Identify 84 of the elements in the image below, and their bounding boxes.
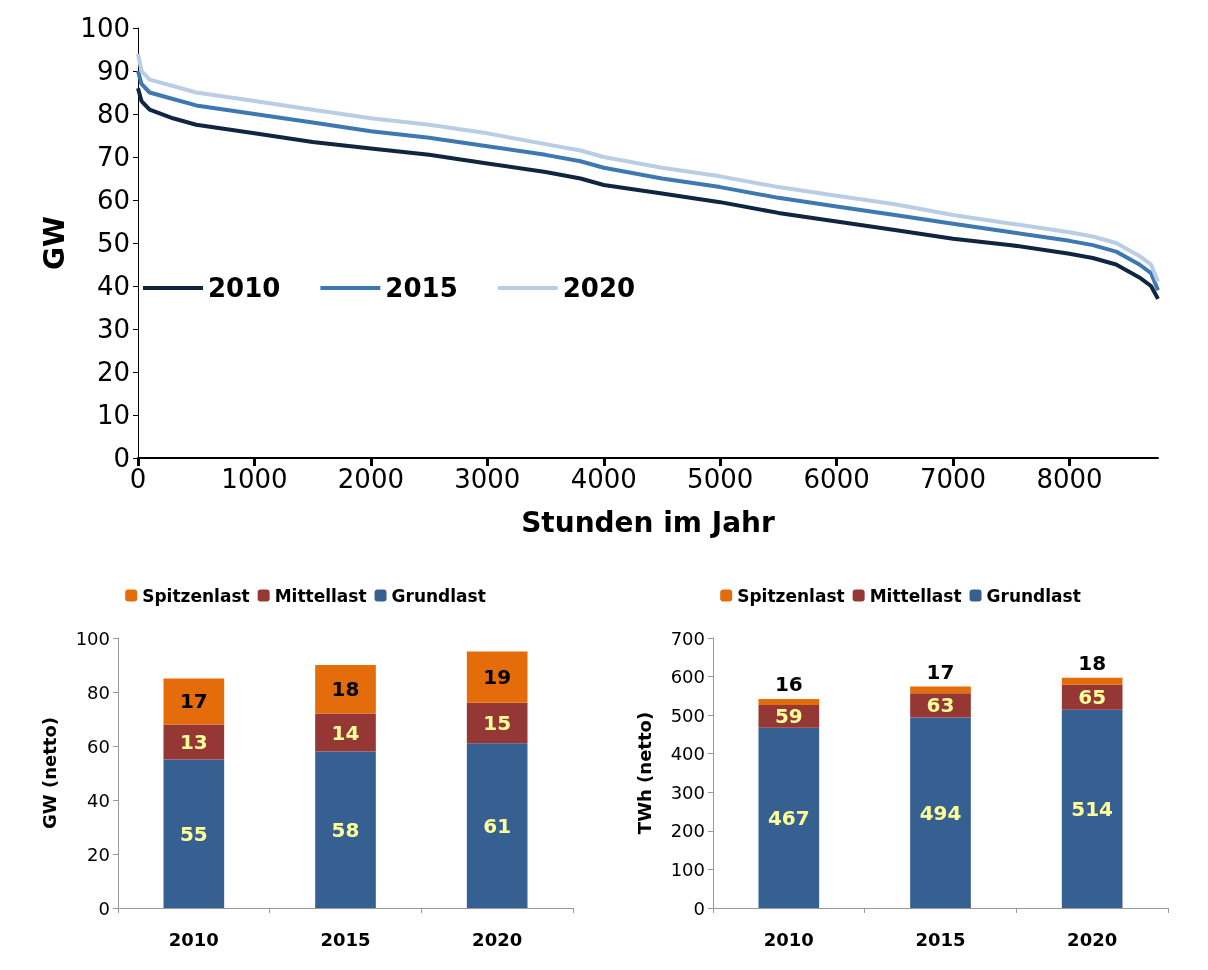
data-label: 18	[1078, 650, 1107, 675]
y-tick-label: 100	[670, 858, 705, 880]
data-label: 514	[1071, 796, 1114, 821]
x-tick-label: 7000	[919, 464, 987, 494]
bar	[758, 727, 820, 908]
x-tick-label: 1000	[221, 464, 288, 494]
data-label: 58	[331, 817, 360, 842]
y-tick-label: 80	[96, 99, 130, 129]
data-label: 13	[179, 729, 208, 754]
data-label: 55	[179, 821, 208, 846]
data-label: 17	[179, 689, 208, 714]
legend-label: Mittellast	[869, 585, 962, 606]
y-tick-label: 70	[96, 142, 130, 172]
x-tick-label: 2010	[168, 928, 219, 950]
bar	[1061, 677, 1123, 685]
y-tick-label: 0	[98, 897, 110, 919]
x-axis-title: Stunden im Jahr	[521, 505, 776, 539]
x-tick-label: 8000	[1036, 464, 1103, 494]
data-label: 14	[331, 720, 360, 745]
y-tick-label: 500	[670, 704, 705, 726]
x-tick-label: 4000	[570, 464, 637, 494]
data-label: 19	[483, 665, 512, 690]
data-label: 63	[926, 693, 955, 718]
x-tick-label: 5000	[687, 464, 754, 494]
x-tick-label: 2015	[915, 928, 966, 950]
y-tick-label: 100	[75, 627, 110, 649]
y-axis-title: TWh (netto)	[633, 711, 655, 835]
x-tick-label: 2000	[337, 464, 404, 494]
data-label: 61	[483, 813, 512, 838]
y-tick-label: 50	[96, 228, 130, 258]
y-axis-title: GW (netto)	[38, 717, 60, 829]
legend-label: 2015	[385, 273, 458, 303]
y-tick-label: 100	[80, 13, 130, 43]
legend-label: Grundlast	[986, 585, 1081, 606]
y-tick-label: 40	[96, 271, 130, 301]
bar	[163, 724, 225, 760]
y-tick-label: 0	[113, 443, 130, 473]
bar	[315, 665, 376, 714]
x-tick-label: 2015	[320, 928, 371, 950]
bar	[315, 751, 376, 908]
y-tick-label: 700	[670, 627, 705, 649]
y-tick-label: 200	[670, 820, 705, 842]
data-label: 18	[331, 677, 360, 702]
y-tick-label: 10	[96, 400, 130, 430]
bar	[466, 651, 528, 703]
legend-label: Grundlast	[391, 585, 486, 606]
data-label: 15	[483, 711, 512, 736]
bar	[910, 717, 971, 908]
legend-label: Spitzenlast	[737, 585, 845, 606]
legend-label: Spitzenlast	[142, 585, 250, 606]
bar	[466, 743, 528, 908]
x-tick-label: 3000	[454, 464, 521, 494]
x-tick-label: 2020	[1067, 928, 1118, 950]
data-label: 467	[767, 805, 810, 830]
y-axis-title: GW	[37, 215, 71, 270]
y-tick-label: 0	[693, 897, 705, 919]
y-tick-label: 60	[96, 185, 130, 215]
bar	[758, 698, 820, 706]
bar	[163, 678, 225, 725]
bar	[1061, 709, 1123, 908]
legend-label: 2010	[208, 273, 281, 303]
y-tick-label: 400	[670, 743, 705, 765]
data-label: 494	[919, 800, 962, 825]
x-tick-label: 2010	[763, 928, 814, 950]
data-label: 17	[926, 659, 955, 684]
data-label: 16	[774, 671, 803, 696]
legend-label: Mittellast	[274, 585, 367, 606]
x-tick-label: 2020	[472, 928, 523, 950]
y-tick-label: 80	[87, 681, 110, 703]
data-label: 65	[1078, 685, 1107, 710]
bar	[163, 759, 225, 908]
data-label: 59	[774, 704, 803, 729]
x-tick-label: 6000	[803, 464, 870, 494]
bar	[466, 702, 528, 744]
y-tick-label: 30	[96, 314, 130, 344]
y-tick-label: 20	[87, 843, 110, 865]
y-tick-label: 20	[96, 357, 130, 387]
y-tick-label: 300	[670, 781, 705, 803]
y-tick-label: 60	[87, 735, 110, 757]
y-tick-label: 90	[96, 56, 130, 86]
bar	[910, 686, 971, 694]
legend-label: 2020	[562, 273, 636, 303]
y-tick-label: 40	[87, 789, 110, 811]
y-tick-label: 600	[670, 666, 705, 688]
